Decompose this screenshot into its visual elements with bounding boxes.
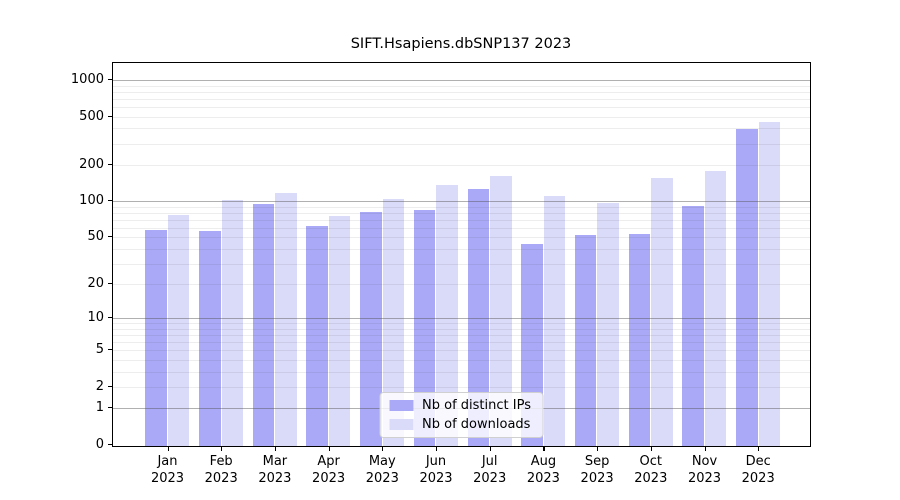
y-tick-label-500: 500 bbox=[79, 108, 104, 124]
bar-distinct-ips-oct-2023 bbox=[628, 234, 651, 446]
y-tick-label-1000: 1000 bbox=[70, 72, 104, 87]
y-tick-mark-1 bbox=[108, 407, 112, 409]
bar-downloads-jan-2023 bbox=[167, 214, 190, 446]
x-tick-mark-jul-2023 bbox=[489, 446, 491, 451]
bar-distinct-ips-dec-2023 bbox=[736, 128, 758, 446]
y-tick-mark-2 bbox=[108, 385, 112, 388]
y-tick-label-0: 0 bbox=[95, 436, 104, 452]
x-tick-label-feb-2023: Feb 2023 bbox=[204, 453, 238, 486]
chart-title: SIFT.Hsapiens.dbSNP137 2023 bbox=[350, 36, 572, 52]
bar-distinct-ips-nov-2023 bbox=[682, 206, 704, 446]
bar-distinct-ips-jul-2023 bbox=[467, 189, 489, 446]
bar-downloads-jul-2023 bbox=[490, 175, 512, 446]
y-tick-mark-10 bbox=[108, 317, 112, 319]
y-tick-label-10: 10 bbox=[87, 310, 104, 326]
bar-downloads-apr-2023 bbox=[328, 216, 351, 446]
bar-distinct-ips-jan-2023 bbox=[145, 230, 167, 446]
bar-distinct-ips-may-2023 bbox=[360, 211, 382, 446]
y-tick-mark-1000 bbox=[108, 79, 112, 81]
bar-distinct-ips-feb-2023 bbox=[199, 231, 221, 446]
x-tick-label-nov-2023: Nov 2023 bbox=[687, 453, 722, 486]
x-tick-mark-jun-2023 bbox=[436, 446, 438, 451]
legend: Nb of distinct IPs Nb of downloads bbox=[379, 391, 544, 438]
legend-item-distinct-ips: Nb of distinct IPs bbox=[389, 398, 531, 413]
x-tick-mark-apr-2023 bbox=[328, 446, 330, 451]
x-tick-label-jun-2023: Jun 2023 bbox=[419, 453, 453, 486]
x-tick-label-jan-2023: Jan 2023 bbox=[150, 453, 185, 486]
y-tick-label-50: 50 bbox=[87, 229, 104, 245]
y-tick-mark-0 bbox=[108, 443, 112, 446]
bar-distinct-ips-jun-2023 bbox=[413, 210, 436, 446]
bar-downloads-oct-2023 bbox=[651, 177, 673, 446]
x-tick-label-aug-2023: Aug 2023 bbox=[526, 453, 560, 486]
x-tick-mark-jan-2023 bbox=[167, 446, 169, 451]
y-tick-label-2: 2 bbox=[95, 378, 104, 394]
y-tick-mark-200 bbox=[108, 163, 112, 165]
bar-downloads-aug-2023 bbox=[543, 196, 566, 446]
x-tick-label-sep-2023: Sep 2023 bbox=[580, 453, 614, 486]
y-tick-mark-20 bbox=[108, 283, 112, 285]
x-tick-label-jul-2023: Jul 2023 bbox=[473, 453, 507, 486]
x-tick-mark-feb-2023 bbox=[221, 446, 223, 451]
bar-distinct-ips-apr-2023 bbox=[306, 226, 328, 446]
x-tick-label-may-2023: May 2023 bbox=[365, 453, 399, 486]
bar-downloads-may-2023 bbox=[382, 198, 405, 446]
bar-downloads-dec-2023 bbox=[758, 121, 780, 446]
legend-swatch-downloads-icon bbox=[389, 418, 414, 430]
x-tick-mark-nov-2023 bbox=[704, 446, 706, 451]
legend-label-downloads: Nb of downloads bbox=[422, 416, 531, 432]
bar-distinct-ips-mar-2023 bbox=[252, 203, 275, 446]
bar-downloads-nov-2023 bbox=[704, 170, 727, 446]
bar-downloads-sep-2023 bbox=[597, 202, 619, 446]
y-tick-label-1: 1 bbox=[95, 400, 104, 416]
x-tick-label-dec-2023: Dec 2023 bbox=[741, 453, 775, 486]
x-tick-mark-mar-2023 bbox=[274, 446, 277, 451]
y-tick-mark-100 bbox=[108, 200, 112, 202]
y-tick-label-100: 100 bbox=[79, 193, 104, 209]
y-tick-mark-500 bbox=[108, 115, 112, 117]
bar-distinct-ips-sep-2023 bbox=[574, 235, 597, 446]
legend-item-downloads: Nb of downloads bbox=[389, 417, 531, 432]
x-tick-mark-may-2023 bbox=[382, 446, 384, 451]
bar-downloads-jun-2023 bbox=[436, 185, 458, 446]
x-tick-mark-sep-2023 bbox=[597, 446, 599, 451]
x-tick-label-apr-2023: Apr 2023 bbox=[312, 453, 346, 486]
plot-area: Nb of distinct IPs Nb of downloads bbox=[112, 62, 811, 447]
x-tick-mark-dec-2023 bbox=[758, 446, 760, 451]
y-tick-label-20: 20 bbox=[87, 276, 104, 292]
y-tick-mark-50 bbox=[108, 236, 112, 238]
x-tick-label-mar-2023: Mar 2023 bbox=[258, 453, 292, 486]
bars-layer bbox=[113, 63, 810, 446]
x-tick-mark-oct-2023 bbox=[650, 446, 652, 451]
x-tick-label-oct-2023: Oct 2023 bbox=[634, 453, 668, 486]
bar-downloads-feb-2023 bbox=[221, 200, 243, 446]
legend-label-distinct-ips: Nb of distinct IPs bbox=[422, 397, 531, 413]
bar-downloads-mar-2023 bbox=[275, 192, 297, 446]
legend-swatch-distinct-ips-icon bbox=[389, 399, 414, 411]
y-tick-mark-5 bbox=[108, 349, 112, 351]
y-tick-label-5: 5 bbox=[95, 342, 104, 358]
x-tick-mark-aug-2023 bbox=[543, 446, 545, 451]
y-tick-label-200: 200 bbox=[79, 156, 104, 172]
